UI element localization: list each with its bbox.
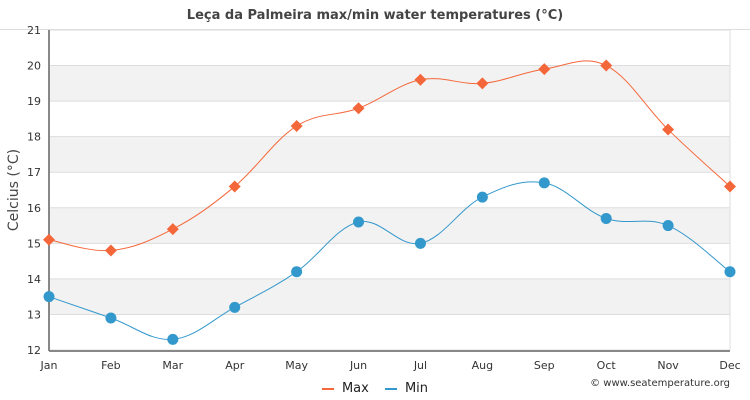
legend-swatch-min (384, 387, 397, 390)
x-tick-label: Sep (534, 359, 555, 372)
data-point-max (352, 102, 365, 115)
y-tick-label: 12 (27, 344, 41, 357)
data-point-min (600, 212, 612, 224)
x-tick-label: Jul (413, 359, 427, 372)
data-point-min (538, 177, 550, 189)
y-tick-label: 21 (27, 24, 41, 37)
data-point-min (105, 312, 117, 324)
data-point-min (167, 333, 179, 345)
data-point-min (414, 237, 426, 249)
data-point-max (43, 233, 55, 246)
legend-label-min: Min (404, 381, 429, 396)
grid-band (49, 278, 730, 315)
x-tick-label: Jan (40, 359, 58, 372)
grid-band (49, 136, 730, 173)
y-tick-label: 15 (27, 237, 41, 250)
data-point-max (228, 180, 241, 193)
x-tick-label: Oct (597, 359, 617, 372)
x-tick-label: Nov (657, 359, 679, 372)
data-point-max (724, 180, 736, 193)
data-point-max (476, 77, 489, 90)
y-tick-label: 13 (27, 308, 41, 321)
x-tick-label: Feb (101, 359, 120, 372)
data-point-min (43, 291, 55, 303)
legend-swatch-max (321, 387, 334, 390)
data-point-max (104, 244, 117, 257)
data-point-max (600, 59, 613, 72)
data-point-max (538, 63, 551, 76)
data-point-min (724, 266, 736, 278)
data-point-min (291, 266, 303, 278)
x-tick-label: Jun (349, 359, 367, 372)
legend-item-min[interactable]: Min (384, 381, 429, 396)
data-point-min (353, 216, 365, 228)
y-tick-label: 17 (27, 166, 41, 179)
legend-item-max[interactable]: Max (321, 381, 369, 396)
x-tick-label: Dec (719, 359, 740, 372)
data-point-max (662, 123, 675, 136)
credit-text: © www.seatemperature.org (590, 378, 730, 389)
x-tick-label: Mar (162, 359, 183, 372)
grid-band (49, 207, 730, 244)
data-point-max (414, 73, 427, 86)
data-point-min (476, 191, 488, 203)
y-axis-label: Celcius (°C) (6, 149, 22, 231)
data-point-max (290, 120, 303, 132)
data-point-min (662, 220, 674, 232)
legend: Max Min (0, 381, 750, 396)
x-tick-label: May (285, 359, 308, 372)
data-point-min (229, 301, 241, 313)
y-tick-label: 16 (27, 202, 41, 215)
y-tick-label: 20 (27, 60, 41, 73)
series-line-min (48, 181, 731, 340)
x-tick-label: Aug (472, 359, 493, 372)
y-tick-label: 19 (27, 95, 41, 108)
legend-label-max: Max (341, 381, 369, 396)
data-point-max (166, 223, 179, 236)
x-tick-label: Apr (225, 359, 245, 372)
grid-band (49, 65, 730, 102)
chart-title: Leça da Palmeira max/min water temperatu… (186, 8, 564, 23)
y-tick-label: 14 (27, 273, 41, 286)
y-tick-label: 18 (27, 131, 41, 144)
